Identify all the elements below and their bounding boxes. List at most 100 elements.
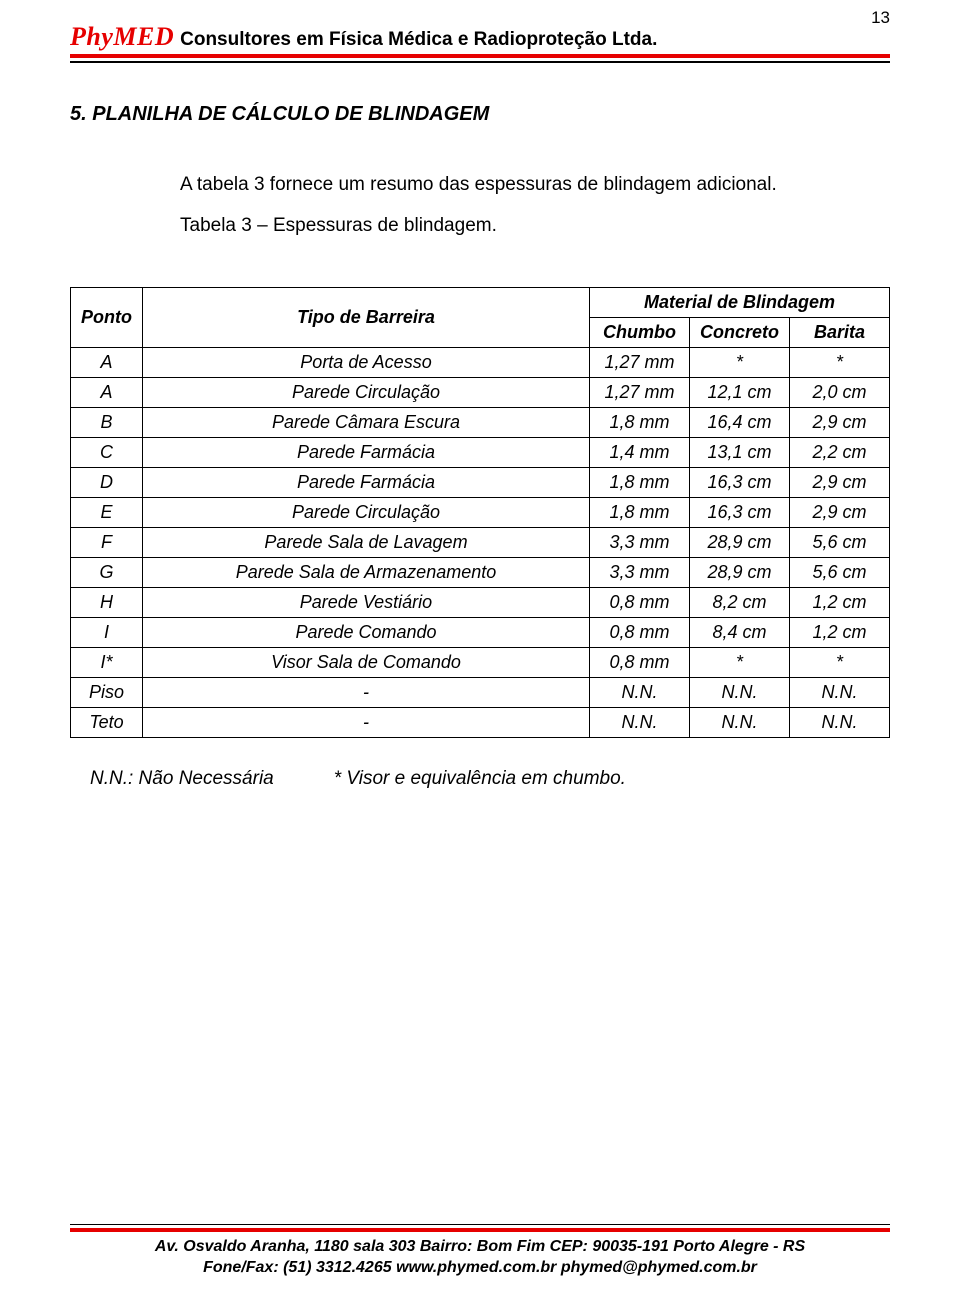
header: PhyMED Consultores em Física Médica e Ra…	[70, 22, 890, 52]
subcol-barita: Barita	[790, 318, 890, 348]
cell-concreto: 28,9 cm	[690, 558, 790, 588]
table-row: I*Visor Sala de Comando0,8 mm**	[71, 648, 890, 678]
table-row: AParede Circulação1,27 mm12,1 cm2,0 cm	[71, 378, 890, 408]
cell-tipo: Parede Sala de Lavagem	[143, 528, 590, 558]
cell-tipo: Parede Circulação	[143, 498, 590, 528]
cell-barita: 2,9 cm	[790, 468, 890, 498]
cell-barita: 1,2 cm	[790, 618, 890, 648]
cell-barita: *	[790, 348, 890, 378]
table-legend: N.N.: Não Necessária * Visor e equivalên…	[70, 768, 890, 790]
page: 13 PhyMED Consultores em Física Médica e…	[0, 0, 960, 1307]
cell-barita: N.N.	[790, 678, 890, 708]
cell-barita: 2,9 cm	[790, 498, 890, 528]
section-title: 5. PLANILHA DE CÁLCULO DE BLINDAGEM	[70, 103, 890, 126]
table-row: CParede Farmácia1,4 mm13,1 cm2,2 cm	[71, 438, 890, 468]
cell-concreto: 16,3 cm	[690, 468, 790, 498]
col-material: Material de Blindagem	[590, 288, 890, 318]
cell-tipo: Parede Vestiário	[143, 588, 590, 618]
cell-concreto: *	[690, 648, 790, 678]
cell-concreto: N.N.	[690, 678, 790, 708]
cell-ponto: A	[71, 378, 143, 408]
cell-chumbo: 1,8 mm	[590, 498, 690, 528]
table-row: Teto-N.N.N.N.N.N.	[71, 708, 890, 738]
cell-tipo: -	[143, 708, 590, 738]
cell-ponto: B	[71, 408, 143, 438]
footer-line-2: Fone/Fax: (51) 3312.4265 www.phymed.com.…	[70, 1258, 890, 1279]
cell-chumbo: 3,3 mm	[590, 528, 690, 558]
cell-ponto: G	[71, 558, 143, 588]
cell-chumbo: 0,8 mm	[590, 618, 690, 648]
cell-barita: 5,6 cm	[790, 558, 890, 588]
cell-chumbo: 0,8 mm	[590, 648, 690, 678]
cell-chumbo: N.N.	[590, 708, 690, 738]
table-row: APorta de Acesso1,27 mm**	[71, 348, 890, 378]
table-head: Ponto Tipo de Barreira Material de Blind…	[71, 288, 890, 348]
cell-tipo: Parede Circulação	[143, 378, 590, 408]
footer-text: Av. Osvaldo Aranha, 1180 sala 303 Bairro…	[70, 1237, 890, 1279]
brand-logo-text: PhyMED	[70, 22, 174, 52]
cell-ponto: C	[71, 438, 143, 468]
cell-tipo: Parede Farmácia	[143, 438, 590, 468]
header-rule-red	[70, 54, 890, 58]
page-number: 13	[871, 8, 890, 28]
table-row: DParede Farmácia1,8 mm16,3 cm2,9 cm	[71, 468, 890, 498]
cell-ponto: Teto	[71, 708, 143, 738]
cell-concreto: 16,3 cm	[690, 498, 790, 528]
footer-rule-black	[70, 1224, 890, 1226]
cell-barita: 2,2 cm	[790, 438, 890, 468]
cell-barita: *	[790, 648, 890, 678]
cell-tipo: Parede Farmácia	[143, 468, 590, 498]
footer-line-1: Av. Osvaldo Aranha, 1180 sala 303 Bairro…	[70, 1237, 890, 1258]
footer-rule-red	[70, 1228, 890, 1232]
cell-concreto: 8,4 cm	[690, 618, 790, 648]
cell-tipo: -	[143, 678, 590, 708]
cell-ponto: F	[71, 528, 143, 558]
table-row: GParede Sala de Armazenamento3,3 mm28,9 …	[71, 558, 890, 588]
cell-chumbo: 1,8 mm	[590, 468, 690, 498]
table-row: Piso-N.N.N.N.N.N.	[71, 678, 890, 708]
cell-ponto: E	[71, 498, 143, 528]
content: 5. PLANILHA DE CÁLCULO DE BLINDAGEM A ta…	[70, 63, 890, 821]
cell-concreto: 13,1 cm	[690, 438, 790, 468]
table-body: APorta de Acesso1,27 mm**AParede Circula…	[71, 348, 890, 738]
subcol-concreto: Concreto	[690, 318, 790, 348]
table-row: EParede Circulação1,8 mm16,3 cm2,9 cm	[71, 498, 890, 528]
cell-concreto: 12,1 cm	[690, 378, 790, 408]
table-row: BParede Câmara Escura1,8 mm16,4 cm2,9 cm	[71, 408, 890, 438]
cell-barita: 2,0 cm	[790, 378, 890, 408]
cell-tipo: Porta de Acesso	[143, 348, 590, 378]
table-row: IParede Comando0,8 mm8,4 cm1,2 cm	[71, 618, 890, 648]
shielding-table: Ponto Tipo de Barreira Material de Blind…	[70, 287, 890, 738]
intro-line-2: Tabela 3 – Espessuras de blindagem.	[180, 205, 890, 247]
cell-chumbo: N.N.	[590, 678, 690, 708]
legend-visor: * Visor e equivalência em chumbo.	[334, 768, 626, 790]
cell-concreto: *	[690, 348, 790, 378]
cell-ponto: Piso	[71, 678, 143, 708]
cell-tipo: Parede Sala de Armazenamento	[143, 558, 590, 588]
col-ponto: Ponto	[71, 288, 143, 348]
table-head-row-1: Ponto Tipo de Barreira Material de Blind…	[71, 288, 890, 318]
cell-chumbo: 1,8 mm	[590, 408, 690, 438]
cell-chumbo: 1,4 mm	[590, 438, 690, 468]
cell-ponto: D	[71, 468, 143, 498]
cell-ponto: H	[71, 588, 143, 618]
cell-concreto: 8,2 cm	[690, 588, 790, 618]
table-row: FParede Sala de Lavagem3,3 mm28,9 cm5,6 …	[71, 528, 890, 558]
cell-barita: 2,9 cm	[790, 408, 890, 438]
cell-chumbo: 0,8 mm	[590, 588, 690, 618]
legend-nn: N.N.: Não Necessária	[90, 768, 274, 790]
cell-ponto: I	[71, 618, 143, 648]
cell-chumbo: 1,27 mm	[590, 378, 690, 408]
cell-concreto: N.N.	[690, 708, 790, 738]
cell-tipo: Visor Sala de Comando	[143, 648, 590, 678]
table-row: HParede Vestiário0,8 mm8,2 cm1,2 cm	[71, 588, 890, 618]
cell-tipo: Parede Comando	[143, 618, 590, 648]
cell-ponto: A	[71, 348, 143, 378]
cell-tipo: Parede Câmara Escura	[143, 408, 590, 438]
cell-concreto: 28,9 cm	[690, 528, 790, 558]
intro-block: A tabela 3 fornece um resumo das espessu…	[70, 164, 890, 248]
cell-concreto: 16,4 cm	[690, 408, 790, 438]
cell-barita: 1,2 cm	[790, 588, 890, 618]
brand-subtitle: Consultores em Física Médica e Radioprot…	[180, 29, 657, 51]
cell-barita: N.N.	[790, 708, 890, 738]
